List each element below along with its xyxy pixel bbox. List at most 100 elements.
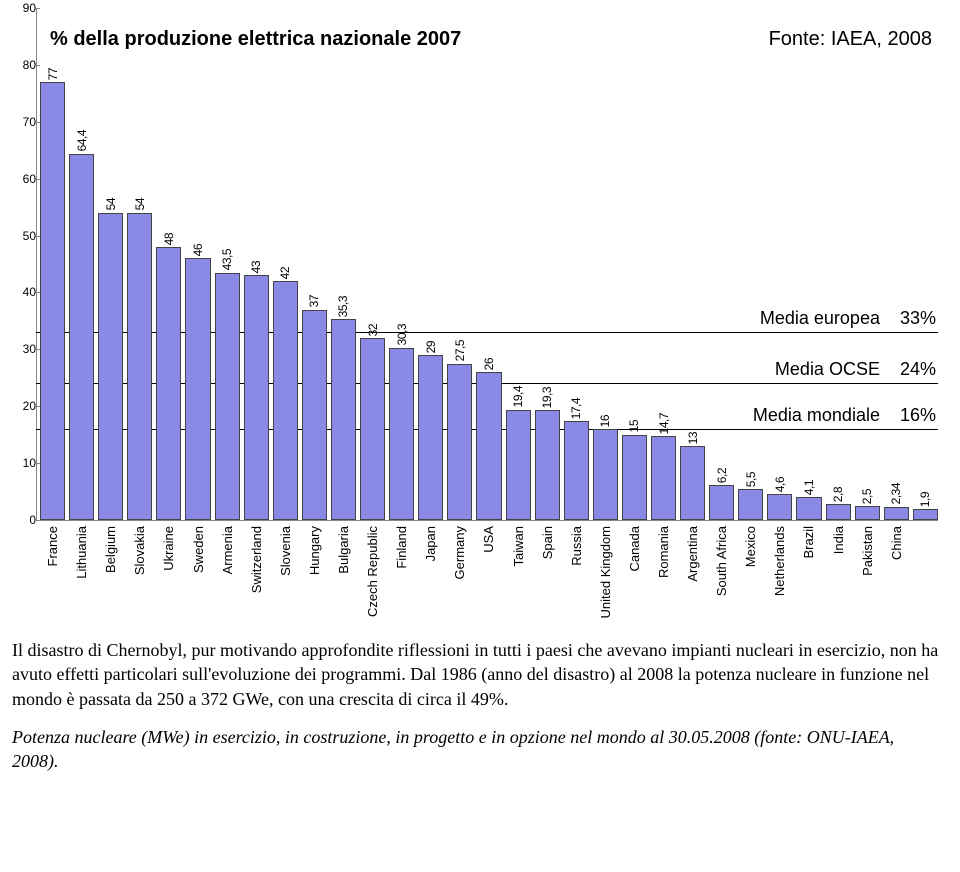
- bar: 29Japan: [418, 341, 443, 520]
- bar-rect: [127, 213, 152, 520]
- bar: 1,9: [913, 492, 938, 520]
- bar: 6,2South Africa: [709, 468, 734, 520]
- bar-category-label: Slovakia: [132, 526, 147, 575]
- bar-rect: [796, 497, 821, 520]
- bar-rect: [418, 355, 443, 520]
- bar-rect: [506, 410, 531, 520]
- y-tick: 70: [6, 115, 36, 129]
- bar: 42Slovenia: [273, 267, 298, 520]
- bar-value-label: 64,4: [75, 130, 89, 151]
- bar-category-label: Russia: [569, 526, 584, 566]
- bar-rect: [447, 364, 472, 520]
- bar: 54Slovakia: [127, 198, 152, 520]
- bar-value-label: 17,4: [569, 398, 583, 419]
- y-tick: 20: [6, 399, 36, 413]
- bar-value-label: 42: [278, 267, 292, 279]
- y-tick: 10: [6, 456, 36, 470]
- bar: 54Belgium: [98, 198, 123, 520]
- bar-rect: [884, 507, 909, 520]
- bar-category-label: Slovenia: [278, 526, 293, 576]
- bar-value-label: 2,5: [860, 489, 874, 504]
- caption-paragraph-1: Il disastro di Chernobyl, pur motivando …: [12, 638, 942, 711]
- bar-value-label: 37: [307, 295, 321, 307]
- bar: 46Sweden: [185, 244, 210, 520]
- bar: 2,8India: [826, 487, 851, 520]
- bar-rect: [273, 281, 298, 520]
- bar-value-label: 27,5: [453, 340, 467, 361]
- bar-rect: [564, 421, 589, 520]
- bar-category-label: Switzerland: [249, 526, 264, 593]
- bar-value-label: 30,3: [395, 324, 409, 345]
- bar-value-label: 54: [104, 198, 118, 210]
- bar-category-label: Argentina: [685, 526, 700, 582]
- bar-value-label: 29: [424, 341, 438, 353]
- bar-rect: [98, 213, 123, 520]
- bar-category-label: USA: [481, 526, 496, 553]
- bar-value-label: 16: [598, 415, 612, 427]
- bar-rect: [709, 485, 734, 520]
- bar-value-label: 32: [366, 324, 380, 336]
- bar-category-label: China: [889, 526, 904, 560]
- bar-category-label: Mexico: [743, 526, 758, 567]
- bar-category-label: United Kingdom: [598, 526, 613, 619]
- bar-rect: [69, 154, 94, 520]
- y-tick: 30: [6, 342, 36, 356]
- bar-rect: [535, 410, 560, 520]
- bar: 43,5Armenia: [215, 249, 240, 520]
- bar-rect: [331, 319, 356, 520]
- bar-rect: [302, 310, 327, 520]
- bar-rect: [855, 506, 880, 520]
- bar-category-label: Canada: [627, 526, 642, 572]
- bar-value-label: 15: [627, 420, 641, 432]
- bar: 16United Kingdom: [593, 415, 618, 520]
- bar-value-label: 26: [482, 358, 496, 370]
- x-axis: [36, 520, 938, 521]
- bar-category-label: Belgium: [103, 526, 118, 573]
- bar: 30,3Finland: [389, 324, 414, 520]
- bar-value-label: 35,3: [336, 296, 350, 317]
- bar-rect: [651, 436, 676, 520]
- bar-category-label: Hungary: [307, 526, 322, 575]
- bar-category-label: Sweden: [191, 526, 206, 573]
- bar-rect: [185, 258, 210, 520]
- bar-value-label: 14,7: [657, 413, 671, 434]
- bar-rect: [476, 372, 501, 520]
- bar-value-label: 13: [686, 432, 700, 444]
- bar: 35,3Bulgaria: [331, 296, 356, 520]
- bar: 14,7Romania: [651, 413, 676, 520]
- bar-value-label: 19,4: [511, 386, 525, 407]
- bar-value-label: 43,5: [220, 249, 234, 270]
- bar-category-label: France: [45, 526, 60, 566]
- bar-value-label: 2,34: [889, 483, 903, 504]
- bar: 48Ukraine: [156, 233, 181, 520]
- bar-rect: [244, 275, 269, 520]
- bar: 27,5Germany: [447, 340, 472, 520]
- bar-category-label: Bulgaria: [336, 526, 351, 574]
- y-tick: 90: [6, 1, 36, 15]
- bar-value-label: 43: [249, 261, 263, 273]
- bar-value-label: 19,3: [540, 387, 554, 408]
- bar: 15Canada: [622, 420, 647, 520]
- bar-value-label: 48: [162, 233, 176, 245]
- bar-rect: [622, 435, 647, 520]
- y-axis: [36, 8, 37, 520]
- bar: 17,4Russia: [564, 398, 589, 520]
- caption-paragraph-2: Potenza nucleare (MWe) in esercizio, in …: [12, 725, 942, 774]
- bar-rect: [156, 247, 181, 520]
- bar-category-label: Romania: [656, 526, 671, 578]
- bar-category-label: India: [831, 526, 846, 554]
- bar-rect: [593, 429, 618, 520]
- bar: 77France: [40, 68, 65, 520]
- bar-value-label: 4,6: [773, 477, 787, 492]
- bar-category-label: South Africa: [714, 526, 729, 596]
- bar: 43Switzerland: [244, 261, 269, 520]
- bar-rect: [913, 509, 938, 520]
- bar-rect: [360, 338, 385, 520]
- bar: 26USA: [476, 358, 501, 520]
- bar-category-label: Taiwan: [511, 526, 526, 566]
- y-tick: 60: [6, 172, 36, 186]
- y-tick: 40: [6, 285, 36, 299]
- bar-category-label: Ukraine: [161, 526, 176, 571]
- bar-rect: [738, 489, 763, 520]
- bar: 37Hungary: [302, 295, 327, 520]
